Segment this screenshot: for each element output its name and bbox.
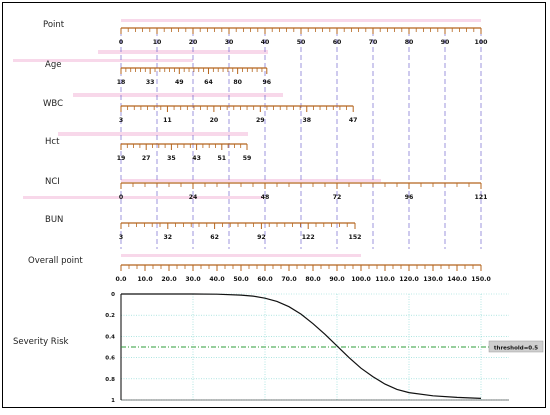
overall-tick-label: 70.0 xyxy=(281,276,297,283)
hct-tick-label: 35 xyxy=(167,155,176,162)
overall-tick-label: 110.0 xyxy=(375,276,395,283)
nci-tick-label: 72 xyxy=(333,194,342,201)
hct-tick-label: 19 xyxy=(117,155,126,162)
wbc-tick-label: 3 xyxy=(119,117,123,124)
nci-tick-label: 96 xyxy=(405,194,414,201)
severity-risk-label: Severity Risk xyxy=(13,337,69,347)
overall-tick-label: 30.0 xyxy=(185,276,201,283)
overall-tick-label: 50.0 xyxy=(233,276,249,283)
overall-tick-label: 120.0 xyxy=(399,276,419,283)
risk-y-tick-label: 0 xyxy=(111,292,115,298)
hct-tick-label: 51 xyxy=(217,155,226,162)
age-row-label: Age xyxy=(45,60,61,70)
point-tick-label: 90 xyxy=(441,39,450,46)
age-tick-label: 80 xyxy=(233,79,242,86)
wbc-tick-label: 11 xyxy=(163,117,172,124)
age-tick-label: 18 xyxy=(117,79,126,86)
age-tick-label: 96 xyxy=(262,79,271,86)
highlight-band xyxy=(23,196,263,199)
wbc-tick-label: 29 xyxy=(256,117,265,124)
risk-y-tick-label: 0.6 xyxy=(105,356,115,362)
wbc-row-label: WBC xyxy=(43,99,63,109)
overall-tick-label: 100.0 xyxy=(351,276,371,283)
risk-y-tick-label: 0.4 xyxy=(105,334,115,340)
bun-tick-label: 152 xyxy=(349,234,362,241)
bun-tick-label: 122 xyxy=(302,234,315,241)
highlight-band xyxy=(121,179,381,182)
hct-tick-label: 27 xyxy=(142,155,151,162)
overall-tick-label: 80.0 xyxy=(305,276,321,283)
nci-tick-label: 48 xyxy=(261,194,270,201)
nci-row-label: NCI xyxy=(45,177,60,187)
overall-tick-label: 40.0 xyxy=(209,276,225,283)
point-tick-label: 0 xyxy=(119,39,124,46)
risk-y-tick-label: 0.2 xyxy=(105,313,115,319)
point-tick-label: 10 xyxy=(153,39,162,46)
age-tick-label: 33 xyxy=(146,79,155,86)
age-tick-label: 64 xyxy=(204,79,213,86)
threshold-label-box xyxy=(488,340,544,353)
risk-y-tick-label: 0.8 xyxy=(105,377,115,383)
point-tick-label: 70 xyxy=(369,39,378,46)
bun-row-label: BUN xyxy=(45,215,63,225)
overall-row-label: Overall point xyxy=(28,256,83,266)
highlight-band xyxy=(98,50,268,54)
point-tick-label: 80 xyxy=(405,39,414,46)
bun-tick-label: 62 xyxy=(210,234,219,241)
point-tick-label: 60 xyxy=(333,39,342,46)
overall-tick-label: 20.0 xyxy=(161,276,177,283)
highlight-band xyxy=(121,254,361,257)
overall-tick-label: 150.0 xyxy=(471,276,491,283)
wbc-tick-label: 38 xyxy=(302,117,311,124)
hct-tick-label: 43 xyxy=(192,155,201,162)
risk-y-tick-label: 1 xyxy=(111,398,115,404)
highlight-band xyxy=(58,132,248,136)
overall-tick-label: 10.0 xyxy=(137,276,153,283)
point-tick-label: 40 xyxy=(261,39,270,46)
threshold-label: threshold=0.5 xyxy=(494,346,538,352)
nci-tick-label: 121 xyxy=(475,194,488,201)
overall-tick-label: 0.0 xyxy=(116,276,128,283)
point-row-label: Point xyxy=(43,20,65,30)
bun-tick-label: 32 xyxy=(163,234,172,241)
wbc-tick-label: 20 xyxy=(210,117,219,124)
highlight-band xyxy=(121,19,481,22)
hct-row-label: Hct xyxy=(45,137,60,147)
nci-tick-label: 0 xyxy=(119,194,124,201)
overall-tick-label: 130.0 xyxy=(423,276,443,283)
wbc-tick-label: 47 xyxy=(349,117,358,124)
point-tick-label: 50 xyxy=(297,39,306,46)
highlight-band xyxy=(13,59,193,62)
risk-curve xyxy=(121,293,482,399)
nci-tick-label: 24 xyxy=(189,194,198,201)
nomogram-figure: Point 0 10 20 30 40 50 60 70 80 90 100 Age 18 33 49 64 80… xyxy=(2,2,546,408)
overall-tick-label: 140.0 xyxy=(447,276,467,283)
overall-tick-label: 90.0 xyxy=(329,276,345,283)
overall-tick-label: 60.0 xyxy=(257,276,273,283)
point-tick-label: 20 xyxy=(189,39,198,46)
hct-tick-label: 59 xyxy=(243,155,252,162)
highlight-band xyxy=(73,93,283,97)
point-tick-label: 100 xyxy=(475,39,489,46)
bun-tick-label: 92 xyxy=(257,234,266,241)
point-tick-label: 30 xyxy=(225,39,234,46)
age-tick-label: 49 xyxy=(175,79,184,86)
bun-tick-label: 3 xyxy=(119,234,123,241)
